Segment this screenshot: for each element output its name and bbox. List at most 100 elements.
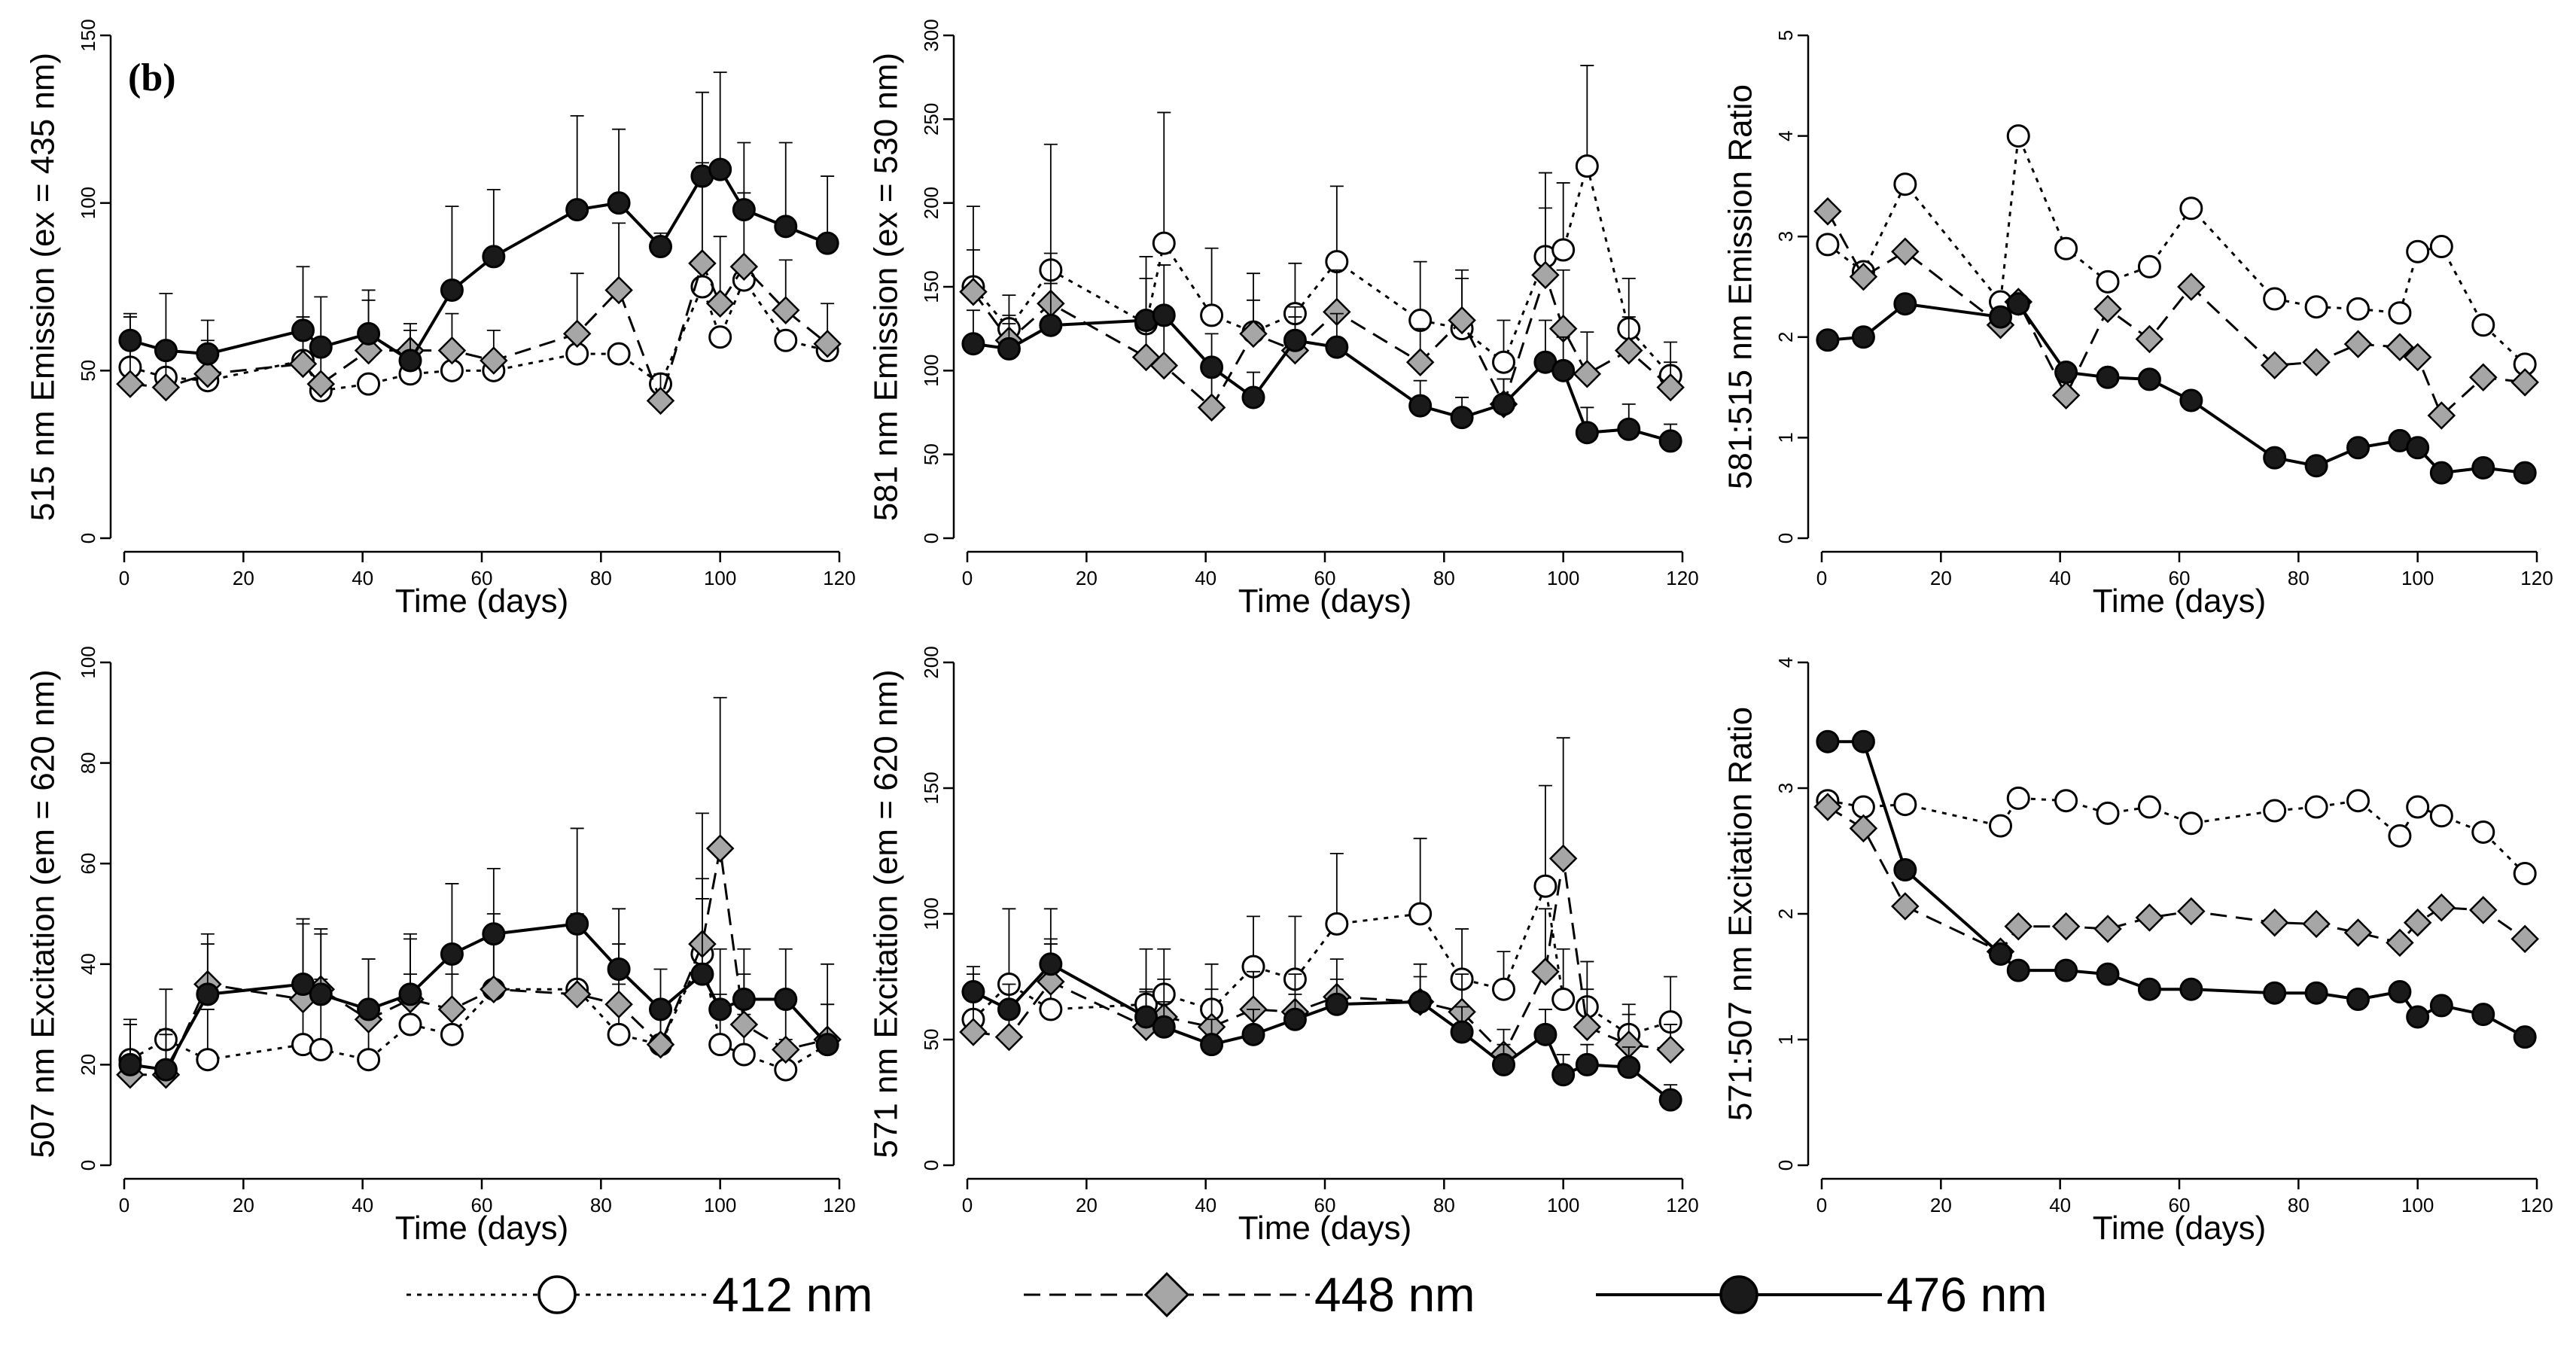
data-point-448-nm bbox=[1656, 373, 1685, 402]
data-point-448-nm bbox=[646, 386, 675, 416]
data-point-476-nm bbox=[2406, 1005, 2430, 1029]
data-point-476-nm bbox=[2179, 388, 2203, 413]
series-448-nm bbox=[959, 207, 1685, 422]
data-point-476-nm bbox=[482, 922, 506, 946]
data-point-476-nm bbox=[649, 997, 672, 1021]
y-tick-label: 0 bbox=[1774, 1160, 1797, 1171]
data-point-448-nm bbox=[2135, 324, 2164, 354]
data-point-476-nm bbox=[732, 988, 756, 1012]
x-tick-label: 0 bbox=[119, 567, 129, 589]
data-point-476-nm bbox=[1893, 292, 1917, 316]
data-point-476-nm bbox=[1408, 990, 1433, 1014]
data-point-448-nm bbox=[2511, 924, 2539, 954]
data-point-476-nm bbox=[1039, 952, 1063, 976]
data-point-448-nm bbox=[2386, 928, 2414, 957]
x-tick-label: 120 bbox=[823, 1194, 855, 1216]
data-point-448-nm bbox=[2403, 342, 2432, 372]
data-point-412-nm bbox=[2006, 124, 2030, 148]
y-tick-label: 4 bbox=[1774, 657, 1797, 668]
data-point-448-nm bbox=[2427, 893, 2456, 922]
data-point-412-nm bbox=[2406, 795, 2430, 819]
x-tick-label: 0 bbox=[1816, 567, 1827, 589]
x-tick-label: 60 bbox=[471, 567, 493, 589]
data-point-448-nm bbox=[2004, 912, 2033, 941]
data-point-476-nm bbox=[2429, 461, 2453, 485]
y-tick-label: 0 bbox=[920, 1160, 942, 1171]
data-point-476-nm bbox=[398, 349, 422, 373]
data-point-476-nm bbox=[440, 942, 464, 966]
data-point-412-nm bbox=[357, 372, 381, 396]
data-point-476-nm bbox=[2096, 365, 2120, 389]
x-tick-label: 100 bbox=[704, 567, 736, 589]
data-point-476-nm bbox=[2471, 1003, 2495, 1027]
y-tick-label: 80 bbox=[77, 752, 99, 774]
data-point-476-nm bbox=[1658, 1088, 1682, 1112]
x-tick-label: 60 bbox=[1314, 1194, 1336, 1216]
y-tick-label: 300 bbox=[920, 19, 942, 51]
data-point-476-nm bbox=[2263, 981, 2287, 1005]
data-point-448-nm bbox=[1813, 197, 1842, 226]
data-point-412-nm bbox=[2429, 804, 2453, 828]
data-point-448-nm bbox=[437, 336, 467, 365]
data-point-476-nm bbox=[1241, 1022, 1265, 1046]
data-point-476-nm bbox=[2054, 958, 2078, 982]
data-point-476-nm bbox=[2513, 1025, 2537, 1049]
x-tick-label: 120 bbox=[2520, 1194, 2553, 1216]
data-point-412-nm bbox=[2388, 824, 2412, 848]
y-tick-label: 3 bbox=[1774, 783, 1797, 793]
y-axis-title: 581 nm Emission (ex = 530 nm) bbox=[868, 53, 905, 521]
data-point-448-nm bbox=[729, 252, 759, 282]
y-tick-label: 1 bbox=[1774, 1034, 1797, 1045]
y-tick-label: 5 bbox=[1774, 30, 1797, 41]
data-point-448-nm bbox=[2093, 294, 2122, 324]
data-point-476-nm bbox=[291, 973, 315, 997]
data-point-412-nm bbox=[1408, 309, 1433, 333]
data-point-476-nm bbox=[118, 1052, 142, 1076]
data-point-412-nm bbox=[2429, 235, 2453, 259]
y-tick-label: 2 bbox=[1774, 909, 1797, 919]
series-476-nm bbox=[1816, 292, 2537, 485]
x-tick-label: 120 bbox=[1666, 567, 1698, 589]
data-point-476-nm bbox=[291, 318, 315, 342]
data-point-412-nm bbox=[2054, 789, 2078, 813]
y-tick-label: 50 bbox=[77, 360, 99, 382]
data-point-448-nm bbox=[2343, 330, 2373, 358]
data-point-448-nm bbox=[2093, 915, 2122, 943]
y-tick-label: 50 bbox=[920, 443, 942, 465]
data-point-412-nm bbox=[774, 328, 798, 352]
data-point-476-nm bbox=[607, 191, 631, 215]
data-point-476-nm bbox=[1617, 417, 1641, 441]
data-point-476-nm bbox=[1283, 328, 1307, 352]
y-tick-label: 150 bbox=[77, 19, 99, 51]
data-point-412-nm bbox=[2137, 795, 2161, 819]
data-point-412-nm bbox=[2346, 789, 2370, 813]
data-point-476-nm bbox=[118, 328, 142, 352]
data-point-448-nm bbox=[771, 1035, 800, 1064]
data-point-412-nm bbox=[1575, 154, 1599, 178]
data-point-476-nm bbox=[815, 1033, 839, 1057]
data-point-448-nm bbox=[2260, 351, 2289, 379]
y-tick-label: 60 bbox=[77, 853, 99, 875]
data-point-476-nm bbox=[2471, 455, 2495, 480]
data-point-412-nm bbox=[1325, 912, 1349, 936]
data-point-476-nm bbox=[2346, 436, 2370, 460]
data-point-476-nm bbox=[732, 198, 756, 222]
data-point-476-nm bbox=[398, 982, 422, 1006]
y-axis-title: 507 nm Excitation (em = 620 nm) bbox=[25, 669, 62, 1158]
data-point-476-nm bbox=[708, 157, 732, 181]
data-point-476-nm bbox=[2304, 981, 2328, 1005]
x-tick-label: 20 bbox=[233, 567, 254, 589]
data-point-448-nm bbox=[1891, 237, 1920, 266]
data-point-476-nm bbox=[2346, 988, 2370, 1012]
data-point-476-nm bbox=[774, 215, 798, 239]
data-point-476-nm bbox=[997, 336, 1021, 361]
data-point-448-nm bbox=[2051, 912, 2081, 941]
series-line-448-nm bbox=[972, 271, 1672, 409]
data-point-476-nm bbox=[708, 997, 732, 1021]
y-tick-label: 100 bbox=[77, 187, 99, 219]
series-448-nm bbox=[116, 696, 842, 1089]
data-point-448-nm bbox=[1531, 260, 1560, 290]
data-point-448-nm bbox=[1614, 336, 1643, 365]
data-point-448-nm bbox=[959, 1018, 988, 1046]
